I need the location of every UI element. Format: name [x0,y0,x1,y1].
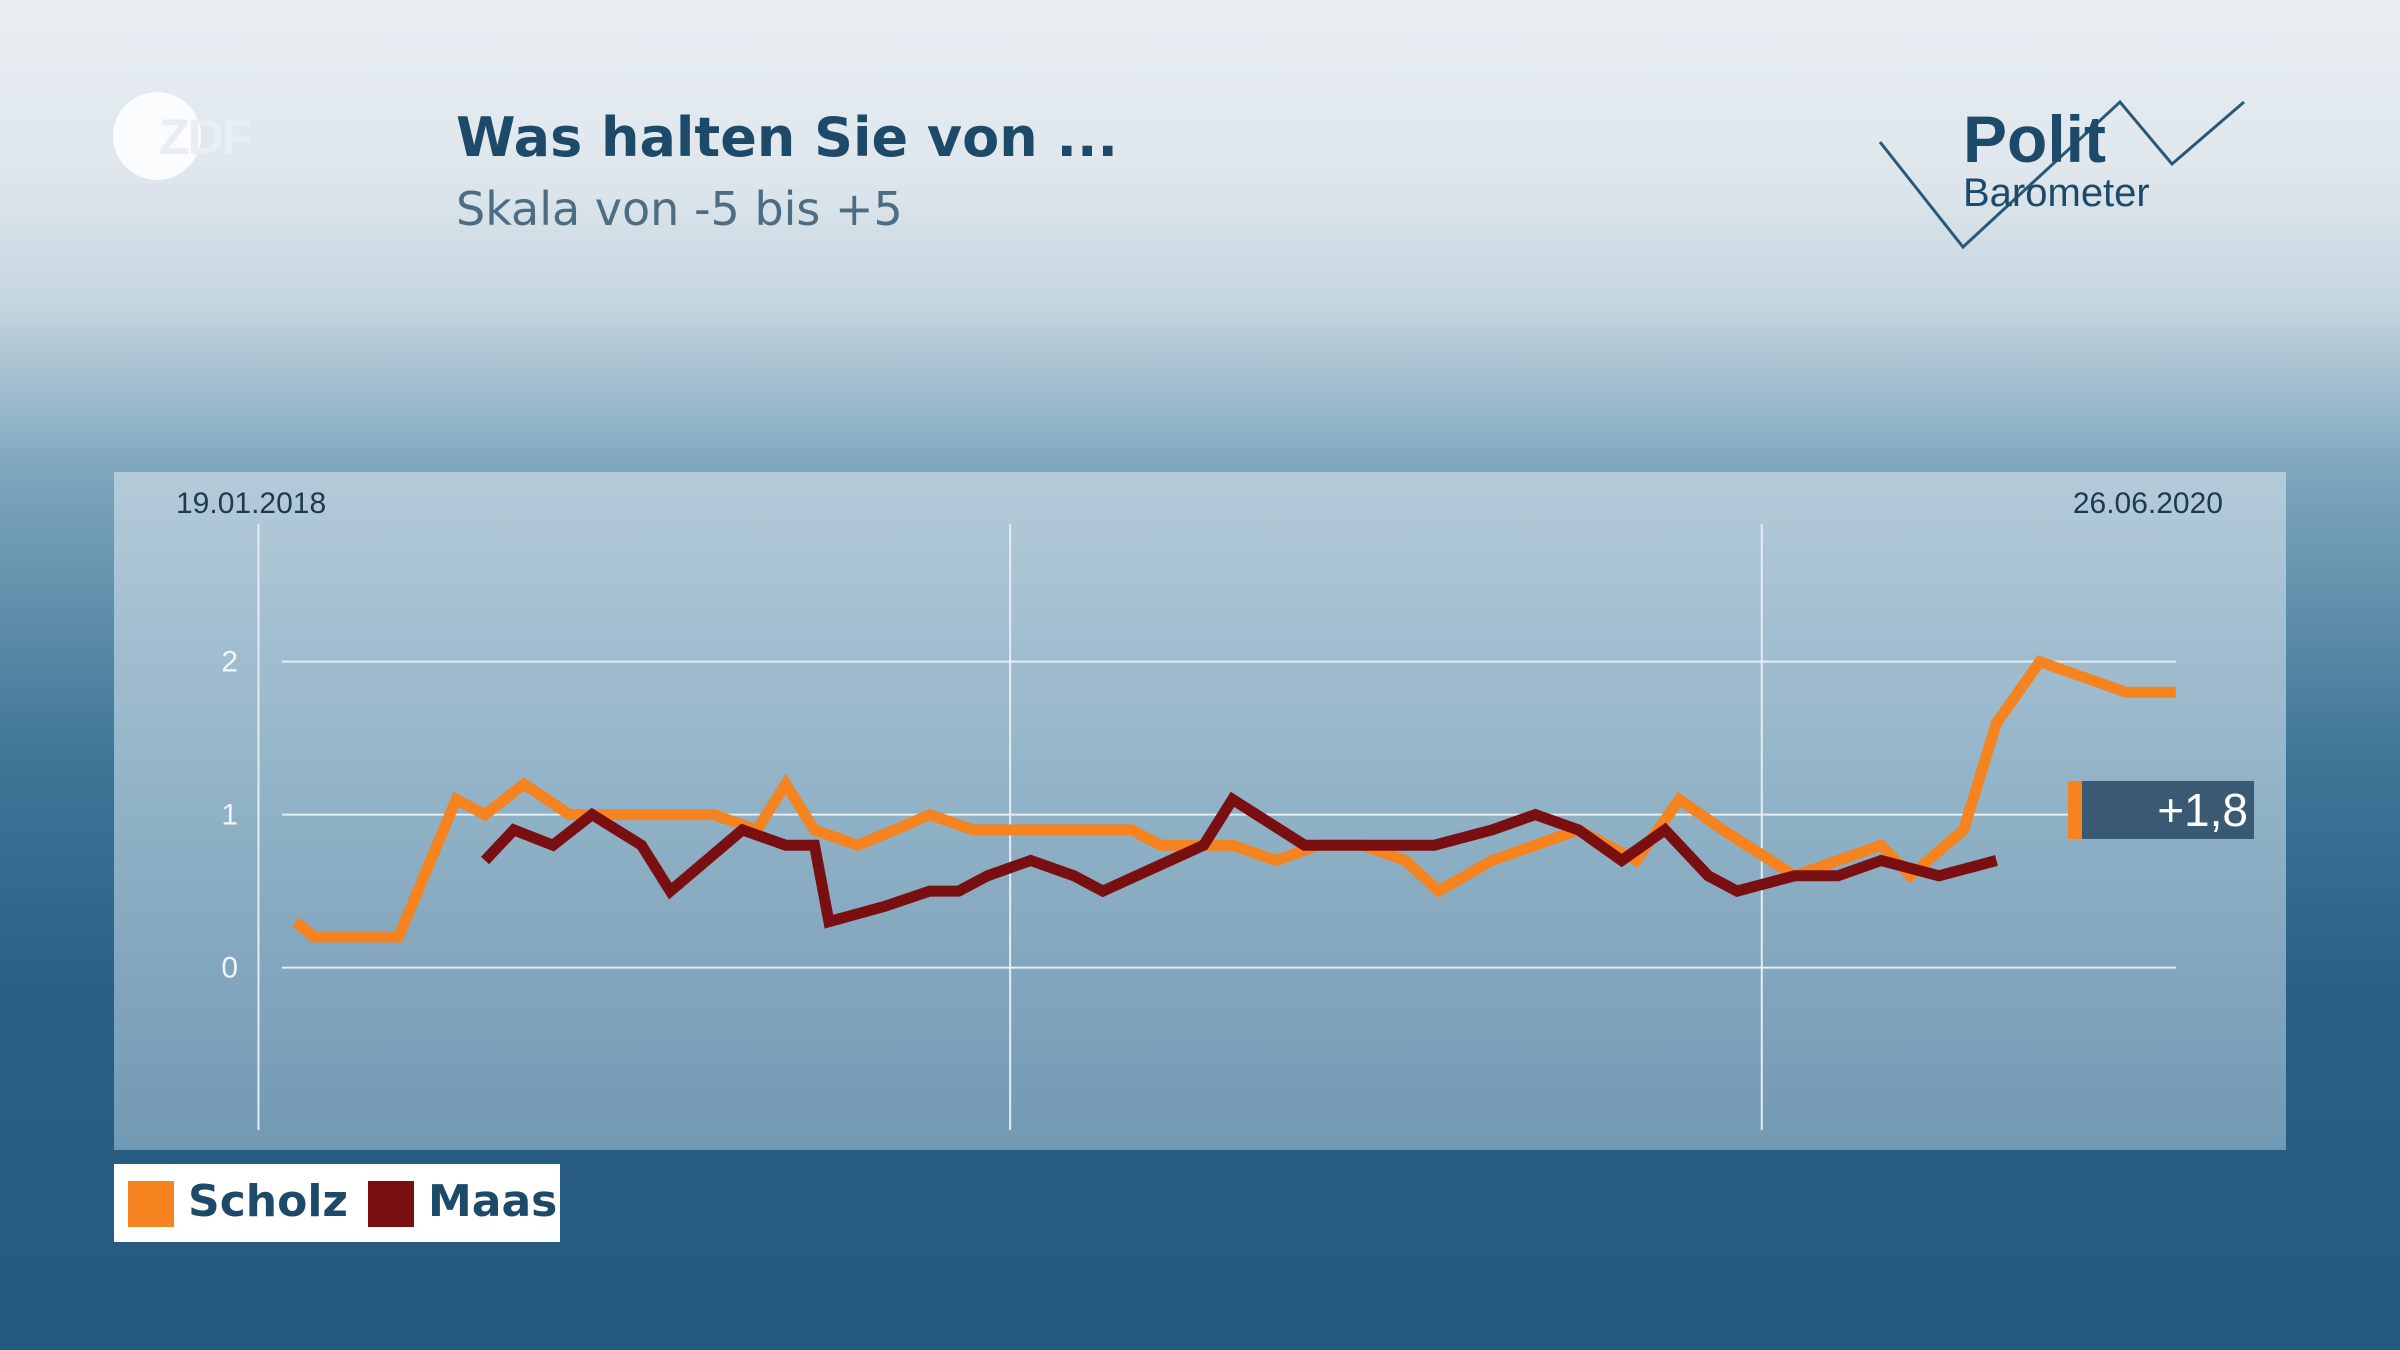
callout-color-marker [2068,781,2082,839]
legend-swatch-maas [368,1181,414,1227]
chart-panel: 012201820192020 [114,472,2286,1150]
callout-value: +1,8 [2157,784,2248,836]
zdf-logo: ZDF [113,92,253,180]
chart-subtitle: Skala von -5 bis +5 [456,182,903,236]
legend-label-scholz: Scholz [188,1176,349,1227]
legend-swatch-scholz [128,1181,174,1227]
legend: Scholz Maas [114,1164,560,1242]
polit-logo-line2: Barometer [1963,171,2150,215]
legend-label-maas: Maas [428,1176,558,1227]
y-tick-label-0: 0 [221,952,238,985]
line-chart: 012201820192020 [221,524,2176,1130]
zdf-logo-text: ZDF [159,109,251,165]
y-tick-label-2: 2 [221,646,238,679]
y-tick-label-1: 1 [221,799,238,832]
chart-title: Was halten Sie von ... [456,106,1119,169]
polit-logo-line1: Polit [1963,102,2106,176]
period-end-label: 26.06.2020 [2072,487,2223,520]
politbarometer-logo: Polit Barometer [1878,99,2245,250]
latest-value-callout: +1,8 [2068,781,2254,839]
period-start-label: 19.01.2018 [176,487,327,520]
series-line-maas [480,791,1998,929]
